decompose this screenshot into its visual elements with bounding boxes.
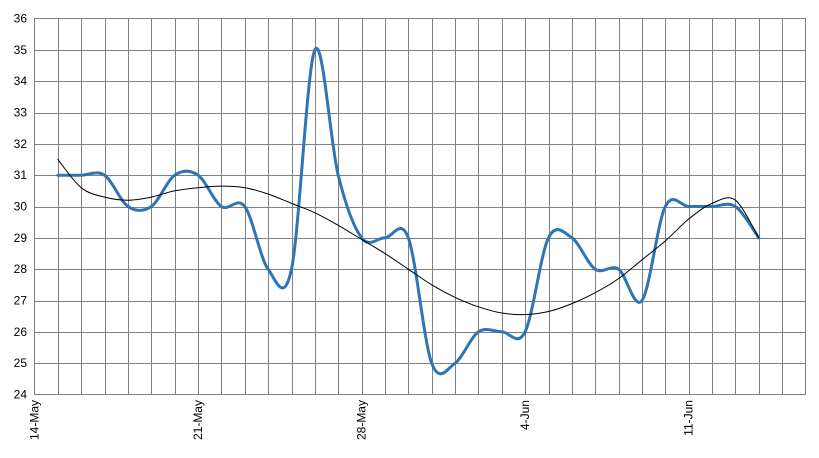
- plot-frame: [34, 18, 806, 395]
- y-tick-label: 25: [14, 356, 28, 370]
- x-tick-label: 14-May: [28, 400, 42, 440]
- y-tick-label: 34: [14, 74, 28, 88]
- x-tick-label: 21-May: [191, 400, 205, 440]
- data-series-line: [56, 46, 761, 376]
- y-tick-label: 24: [14, 388, 28, 402]
- y-tick-label: 28: [14, 262, 28, 276]
- y-tick-label: 32: [14, 137, 28, 151]
- gridlines: [34, 18, 806, 395]
- x-tick-label: 11-Jun: [682, 400, 696, 436]
- x-tick-label: 4-Jun: [518, 400, 532, 430]
- y-tick-label: 30: [14, 200, 28, 214]
- y-tick-label: 27: [14, 294, 28, 308]
- y-axis-tick-labels: 24 25 26 27 28 29 30 31 32 33 34 35 36: [14, 12, 28, 402]
- trendline: [57, 159, 760, 316]
- y-tick-label: 31: [14, 168, 28, 182]
- x-tick-label: 28-May: [355, 400, 369, 440]
- y-tick-label: 29: [14, 231, 28, 245]
- y-tick-label: 36: [14, 12, 28, 26]
- y-tick-label: 26: [14, 325, 28, 339]
- series-group: [56, 46, 761, 376]
- y-tick-label: 33: [14, 106, 28, 120]
- y-tick-label: 35: [14, 43, 28, 57]
- x-axis-tick-labels: 14-May 21-May 28-May 4-Jun 11-Jun: [28, 400, 696, 440]
